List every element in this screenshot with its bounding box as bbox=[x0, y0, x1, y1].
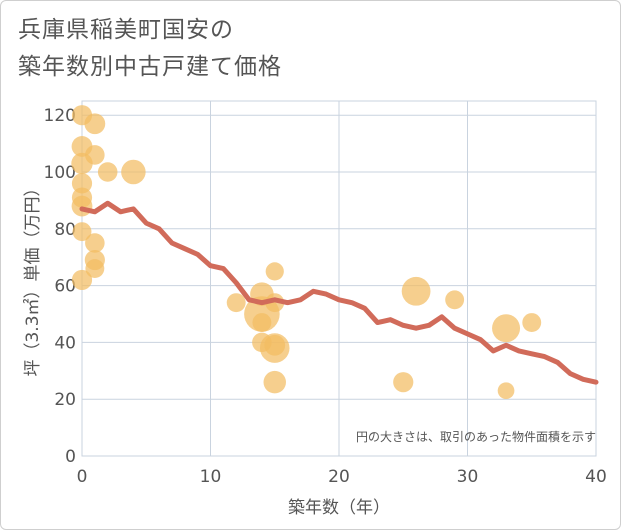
x-axis-title: 築年数（年） bbox=[288, 498, 390, 518]
x-tick-label: 0 bbox=[77, 467, 88, 487]
tick-labels: 0 10 20 30 40 0 20 40 60 80 100 120 bbox=[44, 106, 607, 487]
x-tick-label: 10 bbox=[200, 467, 222, 487]
bubble-point bbox=[265, 262, 284, 281]
bubble-point bbox=[393, 372, 414, 393]
bubble-point bbox=[252, 313, 272, 332]
x-tick-label: 40 bbox=[585, 467, 607, 487]
bubble-point bbox=[522, 313, 542, 332]
bubble-point bbox=[71, 269, 93, 291]
bubble-point bbox=[121, 159, 146, 185]
bubble-point bbox=[71, 173, 93, 194]
bubble-point bbox=[497, 382, 515, 400]
bubble-point bbox=[492, 314, 521, 343]
y-tick-label: 40 bbox=[54, 333, 76, 353]
trend-line-series bbox=[79, 200, 599, 385]
x-tick-label: 30 bbox=[457, 467, 479, 487]
bubble-point bbox=[85, 233, 105, 253]
bubble-point bbox=[84, 113, 106, 135]
bubble-point bbox=[401, 276, 431, 306]
bubble-point bbox=[72, 222, 92, 242]
bubble-series bbox=[71, 105, 542, 400]
y-tick-label: 80 bbox=[54, 220, 76, 240]
chart-title-line-1: 兵庫県稲美町国安の bbox=[18, 17, 234, 43]
x-tick-label: 20 bbox=[328, 467, 350, 487]
trend-line bbox=[79, 200, 599, 385]
y-tick-label: 0 bbox=[65, 447, 76, 467]
bubble-point bbox=[71, 195, 93, 217]
bubble-point bbox=[264, 334, 286, 356]
chart-title-line-2: 築年数別中古戸建て価格 bbox=[18, 54, 282, 80]
y-axis-title: 坪（3.3㎡）単価（万円） bbox=[23, 179, 43, 376]
y-tick-label: 60 bbox=[54, 277, 76, 297]
bubble-point bbox=[445, 290, 465, 310]
bubble-size-note: 円の大きさは、取引のあった物件面積を示す bbox=[356, 429, 596, 444]
y-tick-label: 20 bbox=[54, 390, 76, 410]
y-tick-label: 120 bbox=[44, 106, 76, 126]
bubble-point bbox=[85, 259, 105, 279]
bubble-point bbox=[71, 152, 93, 175]
chart-title: 兵庫県稲美町国安の 築年数別中古戸建て価格 bbox=[18, 12, 282, 86]
bubble-point bbox=[263, 370, 286, 394]
bubble-point bbox=[97, 162, 118, 182]
y-tick-label: 100 bbox=[44, 163, 76, 183]
bubble-point bbox=[226, 293, 246, 313]
